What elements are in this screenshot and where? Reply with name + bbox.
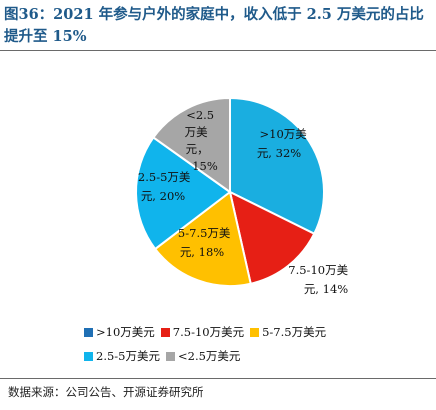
legend-item-2.5-5: 2.5-5万美元 — [84, 348, 160, 364]
slice-label-2.5-5: 2.5-5万美 元, 20% — [138, 170, 194, 203]
chart-legend-row-2: 2.5-5万美元 <2.5万美元 — [84, 348, 240, 364]
chart-title: 图36：2021 年参与户外的家庭中，收入低于 2.5 万美元的占比提升至 15… — [4, 6, 424, 45]
legend-label: 7.5-10万美元 — [172, 325, 245, 339]
legend-label: >10万美元 — [96, 325, 155, 339]
legend-label: <2.5万美元 — [178, 349, 241, 363]
legend-swatch — [166, 351, 175, 361]
slice-over-10 — [229, 96, 325, 236]
legend-swatch — [250, 327, 260, 337]
slice-label-under-2.5: <2.5 万美 元， 15% — [185, 108, 218, 173]
pie-chart: >10万美 元, 32% 7.5-10万美 元, 14% 5-7.5万美 元, … — [135, 96, 351, 296]
footer-divider — [0, 378, 436, 379]
legend-item-under-2.5: <2.5万美元 — [166, 348, 240, 364]
legend-label: 2.5-5万美元 — [96, 349, 160, 363]
legend-item-over-10: >10万美元 — [84, 324, 155, 340]
legend-item-5-7.5: 5-7.5万美元 — [250, 324, 326, 340]
slice-label-5-7.5: 5-7.5万美 元, 18% — [178, 226, 234, 259]
chart-legend-row-1: >10万美元 7.5-10万美元 5-7.5万美元 — [84, 324, 326, 340]
slice-label-over-10: >10万美 元, 32% — [257, 127, 311, 160]
source-note: 数据来源：公司公告、开源证券研究所 — [8, 385, 204, 399]
legend-swatch — [160, 327, 170, 337]
slice-under-2.5 — [152, 96, 231, 194]
legend-label: 5-7.5万美元 — [262, 325, 327, 339]
legend-item-7.5-10: 7.5-10万美元 — [160, 324, 245, 340]
title-divider — [0, 50, 436, 51]
slice-7.5-10 — [228, 190, 316, 285]
slice-2.5-5 — [135, 136, 232, 251]
slice-label-7.5-10: 7.5-10万美 元, 14% — [288, 263, 351, 296]
slice-5-7.5 — [153, 190, 252, 287]
legend-swatch — [84, 327, 93, 337]
legend-swatch — [84, 351, 93, 361]
